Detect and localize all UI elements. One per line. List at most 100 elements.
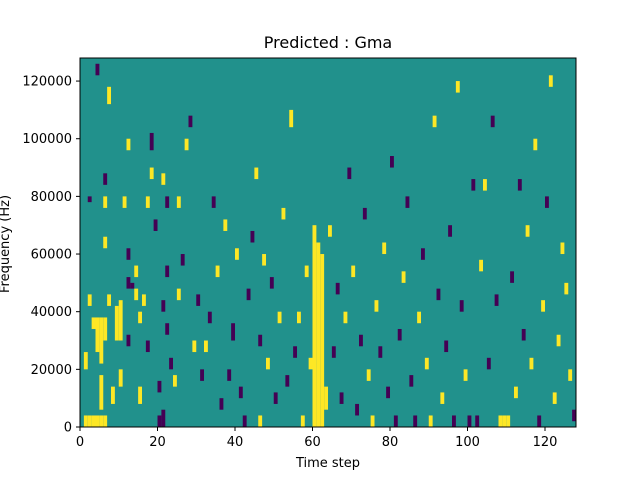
heatmap-cell-low <box>397 328 402 341</box>
heatmap-cell-low <box>227 369 232 381</box>
heatmap-cell-high <box>300 415 305 427</box>
heatmap-cell-high <box>343 311 348 324</box>
heatmap-cell-low <box>409 375 414 387</box>
heatmap-cell-low <box>359 334 363 347</box>
heatmap-cell-low <box>494 294 499 306</box>
heatmap-cell-low <box>537 415 542 427</box>
heatmap-cell-low <box>452 415 456 427</box>
y-tick-label: 0 <box>64 421 72 436</box>
heatmap-cell-low <box>436 288 441 301</box>
heatmap-cell-high <box>374 300 379 312</box>
heatmap-cell-low <box>219 398 224 410</box>
heatmap-cell-high <box>173 375 177 387</box>
heatmap-cell-low <box>285 375 290 387</box>
heatmap-cell-high <box>568 369 573 381</box>
heatmap-cell-high <box>99 415 104 427</box>
plot-background <box>80 58 576 427</box>
x-tick-label: 40 <box>227 435 244 450</box>
heatmap-cell-low <box>180 254 185 266</box>
heatmap-cell-low <box>413 415 418 427</box>
heatmap-cell-low <box>211 196 216 208</box>
heatmap-cell-high <box>281 207 286 220</box>
heatmap-cell-high <box>99 375 104 410</box>
heatmap-cell-low <box>169 357 174 370</box>
heatmap-cell-high <box>215 265 220 278</box>
heatmap-cell-high <box>455 81 460 93</box>
x-tick-label: 0 <box>76 435 84 450</box>
heatmap-cell-high <box>417 311 422 324</box>
heatmap-cell-low <box>95 63 100 76</box>
heatmap-cell-high <box>87 294 92 306</box>
heatmap-cell-low <box>165 196 170 208</box>
heatmap-cell-high <box>134 265 139 278</box>
heatmap-cell-low <box>486 357 491 370</box>
heatmap-cell-high <box>533 138 538 151</box>
heatmap-cell-low <box>347 167 352 180</box>
heatmap-cell-low <box>273 392 278 404</box>
heatmap-cell-high <box>463 369 468 381</box>
heatmap-cell-low <box>335 282 340 295</box>
chart-title: Predicted : Gma <box>264 33 392 52</box>
heatmap-cell-high <box>498 415 503 427</box>
heatmap-cell-high <box>382 242 387 255</box>
heatmap-cell-low <box>572 409 577 422</box>
heatmap-cell-low <box>87 196 92 203</box>
heatmap-cell-high <box>328 225 332 237</box>
heatmap-cell-high <box>366 369 371 381</box>
heatmap-cell-high <box>514 386 518 399</box>
heatmap-cell-low <box>362 207 367 220</box>
heatmap-cell-high <box>134 288 139 301</box>
heatmap-cell-high <box>297 311 301 324</box>
heatmap-cell-high <box>324 386 329 410</box>
heatmap-cell-high <box>176 288 181 301</box>
heatmap-cell-low <box>490 115 495 128</box>
heatmap-cell-high <box>289 109 294 128</box>
heatmap-cell-low <box>250 230 255 243</box>
heatmap-cell-low <box>459 300 464 312</box>
heatmap-cell-low <box>246 288 251 301</box>
heatmap-cell-high <box>560 242 565 255</box>
heatmap-cell-low <box>153 219 158 231</box>
heatmap-cell-high <box>176 196 181 208</box>
heatmap-cell-high <box>548 75 553 87</box>
heatmap-cell-low <box>145 340 150 353</box>
heatmap-cell-high <box>304 265 309 278</box>
y-tick-label: 20000 <box>31 363 72 378</box>
heatmap-cell-high <box>111 386 115 404</box>
heatmap-cell-low <box>293 346 298 358</box>
heatmap-cell-high <box>506 415 511 427</box>
heatmap-cell-low <box>510 271 515 283</box>
heatmap-cell-low <box>421 248 425 260</box>
heatmap-cell-high <box>95 415 100 427</box>
heatmap-cell-high <box>316 242 321 427</box>
heatmap-cell-high <box>262 254 267 266</box>
heatmap-cell-high <box>91 415 96 427</box>
heatmap-cell-low <box>161 300 166 312</box>
y-tick-label: 100000 <box>22 132 72 147</box>
plot-area <box>79 57 577 428</box>
heatmap-cell-low <box>165 265 170 278</box>
heatmap-cell-low <box>405 196 410 208</box>
heatmap-cell-high <box>370 415 375 427</box>
heatmap-cell-low <box>378 346 383 358</box>
heatmap-cell-high <box>118 369 123 387</box>
heatmap-cell-high <box>258 415 263 427</box>
heatmap-cell-low <box>521 328 526 341</box>
heatmap-cell-low <box>390 156 394 168</box>
x-tick-label: 100 <box>455 435 480 450</box>
heatmap-cell-high <box>277 311 282 324</box>
y-tick-label: 80000 <box>31 190 72 205</box>
heatmap-cell-low <box>130 282 135 289</box>
heatmap-cell-high <box>502 415 507 427</box>
heatmap-cell-high <box>103 196 108 208</box>
x-axis-label: Time step <box>295 456 360 471</box>
heatmap-cell-low <box>103 173 108 185</box>
heatmap-cell-high <box>91 317 96 329</box>
heatmap-cell-low <box>231 323 236 341</box>
heatmap-cell-high <box>529 357 534 370</box>
heatmap-cell-high <box>118 300 123 341</box>
heatmap-cell-low <box>165 323 170 335</box>
plot-frame <box>79 57 577 428</box>
heatmap-cell-high <box>87 415 92 427</box>
